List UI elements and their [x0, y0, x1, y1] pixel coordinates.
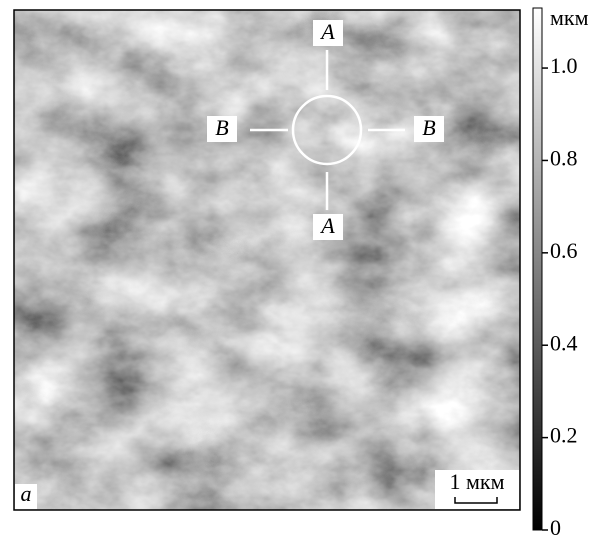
marker-label: A	[319, 213, 335, 238]
marker-label: B	[215, 115, 228, 140]
panel-label: a	[21, 481, 32, 506]
colorbar-tick-label: 1.0	[550, 53, 578, 78]
colorbar-tick-label: 0.2	[550, 423, 578, 448]
scale-bar-label: 1 мкм	[449, 469, 504, 494]
colorbar-tick-label: 0	[550, 515, 561, 540]
colorbar-unit: мкм	[550, 5, 589, 30]
marker-label: A	[319, 19, 335, 44]
afm-image	[14, 10, 520, 510]
colorbar-tick-label: 0.8	[550, 145, 578, 170]
colorbar	[533, 8, 542, 530]
colorbar-tick-label: 0.6	[550, 238, 578, 263]
marker-label: B	[422, 115, 435, 140]
colorbar-tick-label: 0.4	[550, 330, 578, 355]
page: A A B B a 1 мкм мкм 00.20.40.60.81.0 (()…	[0, 0, 616, 544]
figure: A A B B a 1 мкм мкм 0 0.2 0.4 0.6 0.8 1.0	[0, 0, 616, 544]
